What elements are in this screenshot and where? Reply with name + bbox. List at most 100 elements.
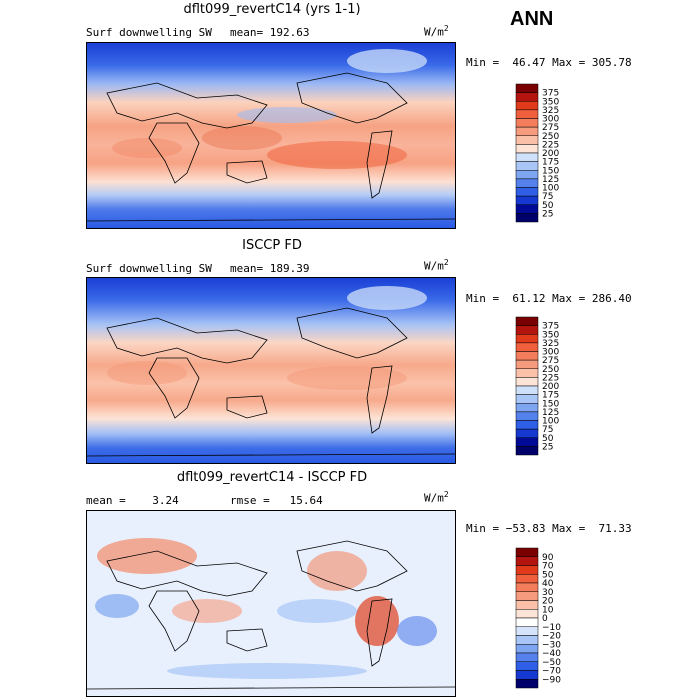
panel1-colorbar-svg: 3753503253002752502252001751501251007550… xyxy=(515,83,559,223)
panel1-colorbar-tick-label: 350 xyxy=(542,97,559,107)
panel3-colorbar-tick-label: −30 xyxy=(542,640,561,650)
panel2-mean-label: mean= 189.39 xyxy=(230,262,310,275)
panel2-colorbar-tick-label: 375 xyxy=(542,322,559,332)
panel3-minmax: Min = −53.83 Max = 71.33 xyxy=(466,522,632,535)
panel1-colorbar-swatch-2 xyxy=(515,101,539,111)
panel3-colorbar-tick-label: −70 xyxy=(542,667,561,677)
panel1-colorbar-swatch-6 xyxy=(515,135,539,145)
panel3-colorbar-swatch-4 xyxy=(515,582,539,592)
panel1-colorbar-tick-label: 250 xyxy=(542,132,559,142)
panel2-title: ISCCP FD xyxy=(242,238,302,253)
panel2-colorbar-tick-label: 275 xyxy=(542,356,559,366)
panel1-colorbar-tick-label: 175 xyxy=(542,158,559,168)
season-label: ANN xyxy=(510,8,554,30)
panel3-colorbar-tick-label: 20 xyxy=(542,597,554,607)
panel3-colorbar-swatch-2 xyxy=(515,565,539,575)
panel1-colorbar-tick-label: 125 xyxy=(542,175,559,185)
panel2-colorbar-swatch-13 xyxy=(515,428,539,438)
panel1-colorbar-swatch-13 xyxy=(515,195,539,205)
panel3-colorbar-swatch-0 xyxy=(515,547,539,557)
panel1-colorbar-swatch-9 xyxy=(515,161,539,171)
panel3-colorbar-swatch-1 xyxy=(515,556,539,566)
panel3-colorbar-tick-label: −10 xyxy=(542,623,561,633)
panel2-colorbar-swatch-8 xyxy=(515,385,539,395)
panel1-variable-label: Surf downwelling SW xyxy=(86,26,212,39)
panel1-colorbar-swatch-15 xyxy=(515,213,539,223)
panel1-colorbar-swatch-7 xyxy=(515,144,539,154)
panel1-colorbar-tick-label: 75 xyxy=(542,192,553,202)
panel1-colorbar-tick-label: 100 xyxy=(542,184,559,194)
panel1-colorbar-tick-label: 50 xyxy=(542,201,554,211)
panel1-colorbar-tick-label: 200 xyxy=(542,149,559,159)
panel3-colorbar-swatch-8 xyxy=(515,617,539,627)
panel3-colorbar-swatch-15 xyxy=(515,679,539,689)
panel2-colorbar-tick-label: 50 xyxy=(542,434,554,444)
panel2-colorbar-tick-label: 100 xyxy=(542,417,559,427)
panel1-colorbar-swatch-10 xyxy=(515,170,539,180)
panel3-colorbar-swatch-14 xyxy=(515,670,539,680)
panel3-map xyxy=(86,510,456,697)
panel2-units: W/m2 xyxy=(424,258,449,273)
panel3-mean-label: mean = 3.24 xyxy=(86,494,179,507)
panel2-colorbar-swatch-11 xyxy=(515,411,539,421)
panel3-colorbar-swatch-6 xyxy=(515,600,539,610)
panel2-colorbar-tick-label: 300 xyxy=(542,348,559,358)
panel1-colorbar-swatch-0 xyxy=(515,83,539,93)
panel2-colorbar-tick-label: 75 xyxy=(542,425,553,435)
panel3-colorbar-swatch-12 xyxy=(515,652,539,662)
panel1-map-svg xyxy=(86,43,456,228)
panel1-colorbar-tick-label: 275 xyxy=(542,123,559,133)
panel1-colorbar-tick-label: 300 xyxy=(542,115,559,125)
panel1-colorbar: 375 350 325 300 275 250 225 200 175 150 125 100 75 50… xyxy=(512,82,572,231)
panel2-colorbar-swatch-12 xyxy=(515,420,539,430)
panel2-colorbar-swatch-1 xyxy=(515,325,539,335)
panel2-colorbar-svg: 3753503253002752502252001751501251007550… xyxy=(515,316,559,456)
panel1-colorbar-tick-label: 25 xyxy=(542,209,553,219)
panel2-colorbar-swatch-6 xyxy=(515,368,539,378)
panel3-colorbar-tick-label: −40 xyxy=(542,649,561,659)
panel3-units: W/m2 xyxy=(424,490,449,505)
panel3-colorbar-swatch-10 xyxy=(515,635,539,645)
panel2-colorbar-tick-label: 25 xyxy=(542,442,553,452)
panel2-colorbar-swatch-3 xyxy=(515,342,539,352)
panel2-colorbar-tick-label: 325 xyxy=(542,339,559,349)
panel3-colorbar-swatch-5 xyxy=(515,591,539,601)
panel2-colorbar-swatch-10 xyxy=(515,403,539,413)
panel2-minmax: Min = 61.12 Max = 286.40 xyxy=(466,292,632,305)
panel3-map-svg xyxy=(86,511,456,696)
panel1-colorbar-tick-label: 325 xyxy=(542,106,559,116)
panel2-colorbar-tick-label: 200 xyxy=(542,382,559,392)
panel3-colorbar-tick-label: 90 xyxy=(542,553,554,563)
panel2-colorbar-tick-label: 150 xyxy=(542,399,559,409)
panel3-colorbar-swatch-9 xyxy=(515,626,539,636)
panel3-colorbar-tick-label: −90 xyxy=(542,675,561,685)
panel2-colorbar-swatch-5 xyxy=(515,359,539,369)
panel1-colorbar-swatch-3 xyxy=(515,109,539,119)
panel2-colorbar-swatch-7 xyxy=(515,377,539,387)
panel1-colorbar-swatch-12 xyxy=(515,187,539,197)
panel3-title: dflt099_revertC14 - ISCCP FD xyxy=(176,470,368,485)
panel1-units: W/m2 xyxy=(424,24,449,39)
panel3-colorbar-tick-label: −50 xyxy=(542,658,561,668)
panel2-colorbar-tick-label: 175 xyxy=(542,391,559,401)
panel1-colorbar-swatch-11 xyxy=(515,178,539,188)
panel2-colorbar-swatch-4 xyxy=(515,351,539,361)
panel1-colorbar-tick-label: 225 xyxy=(542,140,559,150)
panel3-colorbar-swatch-3 xyxy=(515,574,539,584)
panel2-colorbar-tick-label: 250 xyxy=(542,365,559,375)
panel3-colorbar-tick-label: 30 xyxy=(542,588,554,598)
panel3-colorbar-tick-label: 40 xyxy=(542,579,554,589)
panel2-colorbar-swatch-15 xyxy=(515,446,539,456)
panel3-colorbar-tick-label: 10 xyxy=(542,605,554,615)
panel3-colorbar-tick-label: 70 xyxy=(542,562,554,572)
panel2-variable-label: Surf downwelling SW xyxy=(86,262,212,275)
panel1-colorbar-swatch-1 xyxy=(515,92,539,102)
panel2-colorbar-swatch-0 xyxy=(515,316,539,326)
panel2-colorbar-swatch-9 xyxy=(515,394,539,404)
panel3-colorbar: 90 70 50 40 30 20 10 0 −10 −20 −30 −40 −50 −70 −90 xyxy=(512,546,572,698)
panel2-map xyxy=(86,277,456,464)
panel2-colorbar-swatch-14 xyxy=(515,437,539,447)
panel2-colorbar-tick-label: 125 xyxy=(542,408,559,418)
panel3-colorbar-tick-label: 50 xyxy=(542,570,554,580)
